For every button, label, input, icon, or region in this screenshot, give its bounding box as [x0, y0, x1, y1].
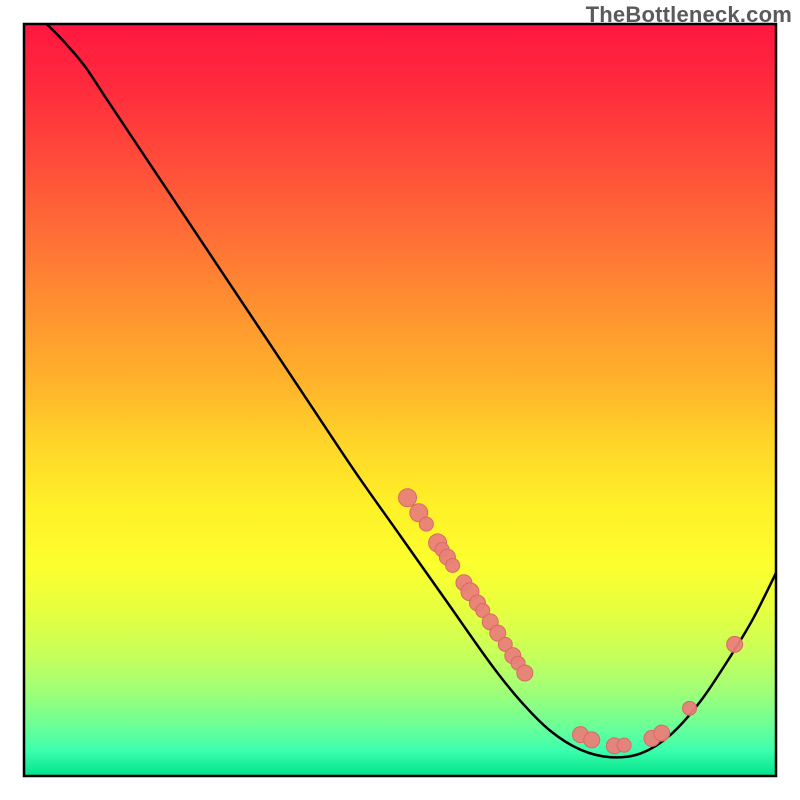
data-marker: [654, 725, 670, 741]
data-marker: [683, 701, 697, 715]
chart-svg: [0, 0, 800, 800]
data-marker: [727, 636, 743, 652]
data-marker: [419, 517, 433, 531]
chart-background: [24, 24, 776, 776]
data-marker: [446, 558, 460, 572]
watermark-label: TheBottleneck.com: [586, 2, 792, 28]
bottleneck-chart: TheBottleneck.com: [0, 0, 800, 800]
data-marker: [617, 738, 631, 752]
data-marker: [517, 665, 533, 681]
data-marker: [399, 489, 417, 507]
data-marker: [584, 732, 600, 748]
